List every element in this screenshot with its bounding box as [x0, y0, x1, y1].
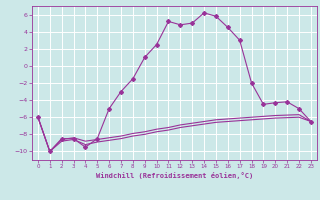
X-axis label: Windchill (Refroidissement éolien,°C): Windchill (Refroidissement éolien,°C) — [96, 172, 253, 179]
